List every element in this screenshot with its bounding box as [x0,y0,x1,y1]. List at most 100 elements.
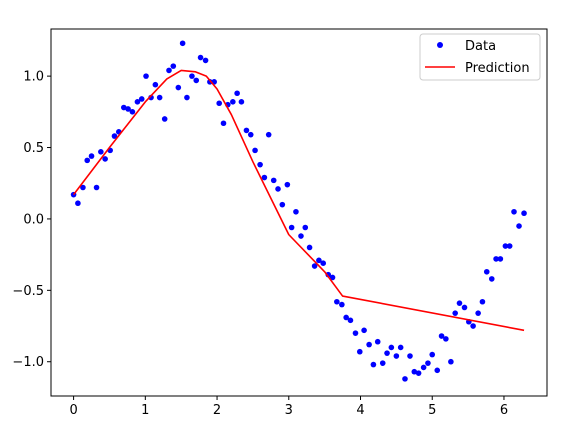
data-point [379,360,386,366]
data-point [125,106,131,112]
data-point [306,244,313,251]
data-point [483,268,490,275]
data-point [402,376,408,382]
x-tick-label: 5 [428,403,436,418]
data-point [230,99,236,105]
data-point [411,368,418,375]
data-point [197,54,204,61]
series-layer [70,40,527,382]
data-point [257,161,263,168]
data-point [284,181,291,188]
data-point [252,147,258,154]
data-point [479,298,486,305]
data-point [156,94,163,101]
data-point [429,351,436,358]
data-point [425,360,431,366]
data-point [343,314,349,321]
data-point [356,348,363,355]
data-point [366,341,372,348]
data-point [75,200,81,207]
data-point [179,40,186,47]
data-point [298,233,304,239]
data-point [475,310,481,316]
data-point [265,131,272,138]
data-point [456,300,463,306]
data-point [370,361,377,368]
data-point [93,184,100,191]
data-point [243,127,250,134]
data-point [170,63,177,69]
data-point [434,367,441,374]
data-point [443,336,449,342]
data-point [175,84,182,91]
data-point [347,317,354,324]
y-tick-label: 0.0 [23,212,44,227]
data-point [415,370,422,376]
data-point [388,344,395,351]
data-point [129,109,136,115]
data-point [384,350,390,356]
x-tick-label: 6 [500,403,508,418]
data-point [407,353,413,359]
data-points [70,40,527,382]
data-point [506,243,513,249]
x-tick-label: 3 [285,403,293,418]
data-point [166,67,172,74]
data-point [275,186,281,192]
data-point [247,131,254,138]
data-point [361,327,367,334]
data-point [516,223,522,229]
data-point [397,344,404,351]
data-point [461,304,468,311]
legend-box [419,33,541,81]
data-point [189,73,195,79]
data-point [279,201,286,208]
data-point [152,81,159,88]
data-point [493,256,499,262]
data-point [374,338,381,345]
y-tick-label: −0.5 [12,284,44,299]
legend-label-data: Data [465,39,496,54]
x-tick-label: 4 [356,403,364,418]
data-point [261,174,268,181]
data-point [452,310,458,316]
data-point [420,364,427,371]
y-tick-label: 0.5 [23,141,44,156]
x-tick-label: 0 [69,403,77,418]
data-point [288,224,295,231]
data-point [339,301,345,308]
data-point [80,184,86,191]
data-point [438,333,445,339]
data-point [329,274,336,281]
data-point [448,358,454,365]
x-tick-label: 2 [213,403,221,418]
data-point [488,276,495,282]
plot-area-background [51,29,547,396]
data-point [334,298,340,305]
data-point [316,257,322,264]
prediction-line [72,69,525,332]
legend-label-prediction: Prediction [465,61,530,76]
data-point [102,156,108,162]
data-point [161,116,168,122]
y-axis-ticks: −1.0 −0.5 0.0 0.5 1.0 [12,70,51,370]
data-point [320,260,327,266]
data-point [393,353,400,359]
data-point [311,263,318,269]
legend: Data Prediction [419,33,541,81]
data-point [216,100,223,107]
data-point [502,243,509,249]
data-point [270,177,277,184]
x-tick-label: 1 [141,403,149,418]
data-point [220,120,227,127]
data-point [98,149,104,155]
x-axis-ticks: 0 1 2 3 4 5 6 [69,396,508,418]
y-tick-label: 1.0 [23,70,44,85]
data-point [511,208,517,215]
data-point [111,133,118,139]
data-point [184,94,190,101]
data-point [143,73,149,79]
data-point [293,208,299,215]
data-point [202,57,209,64]
